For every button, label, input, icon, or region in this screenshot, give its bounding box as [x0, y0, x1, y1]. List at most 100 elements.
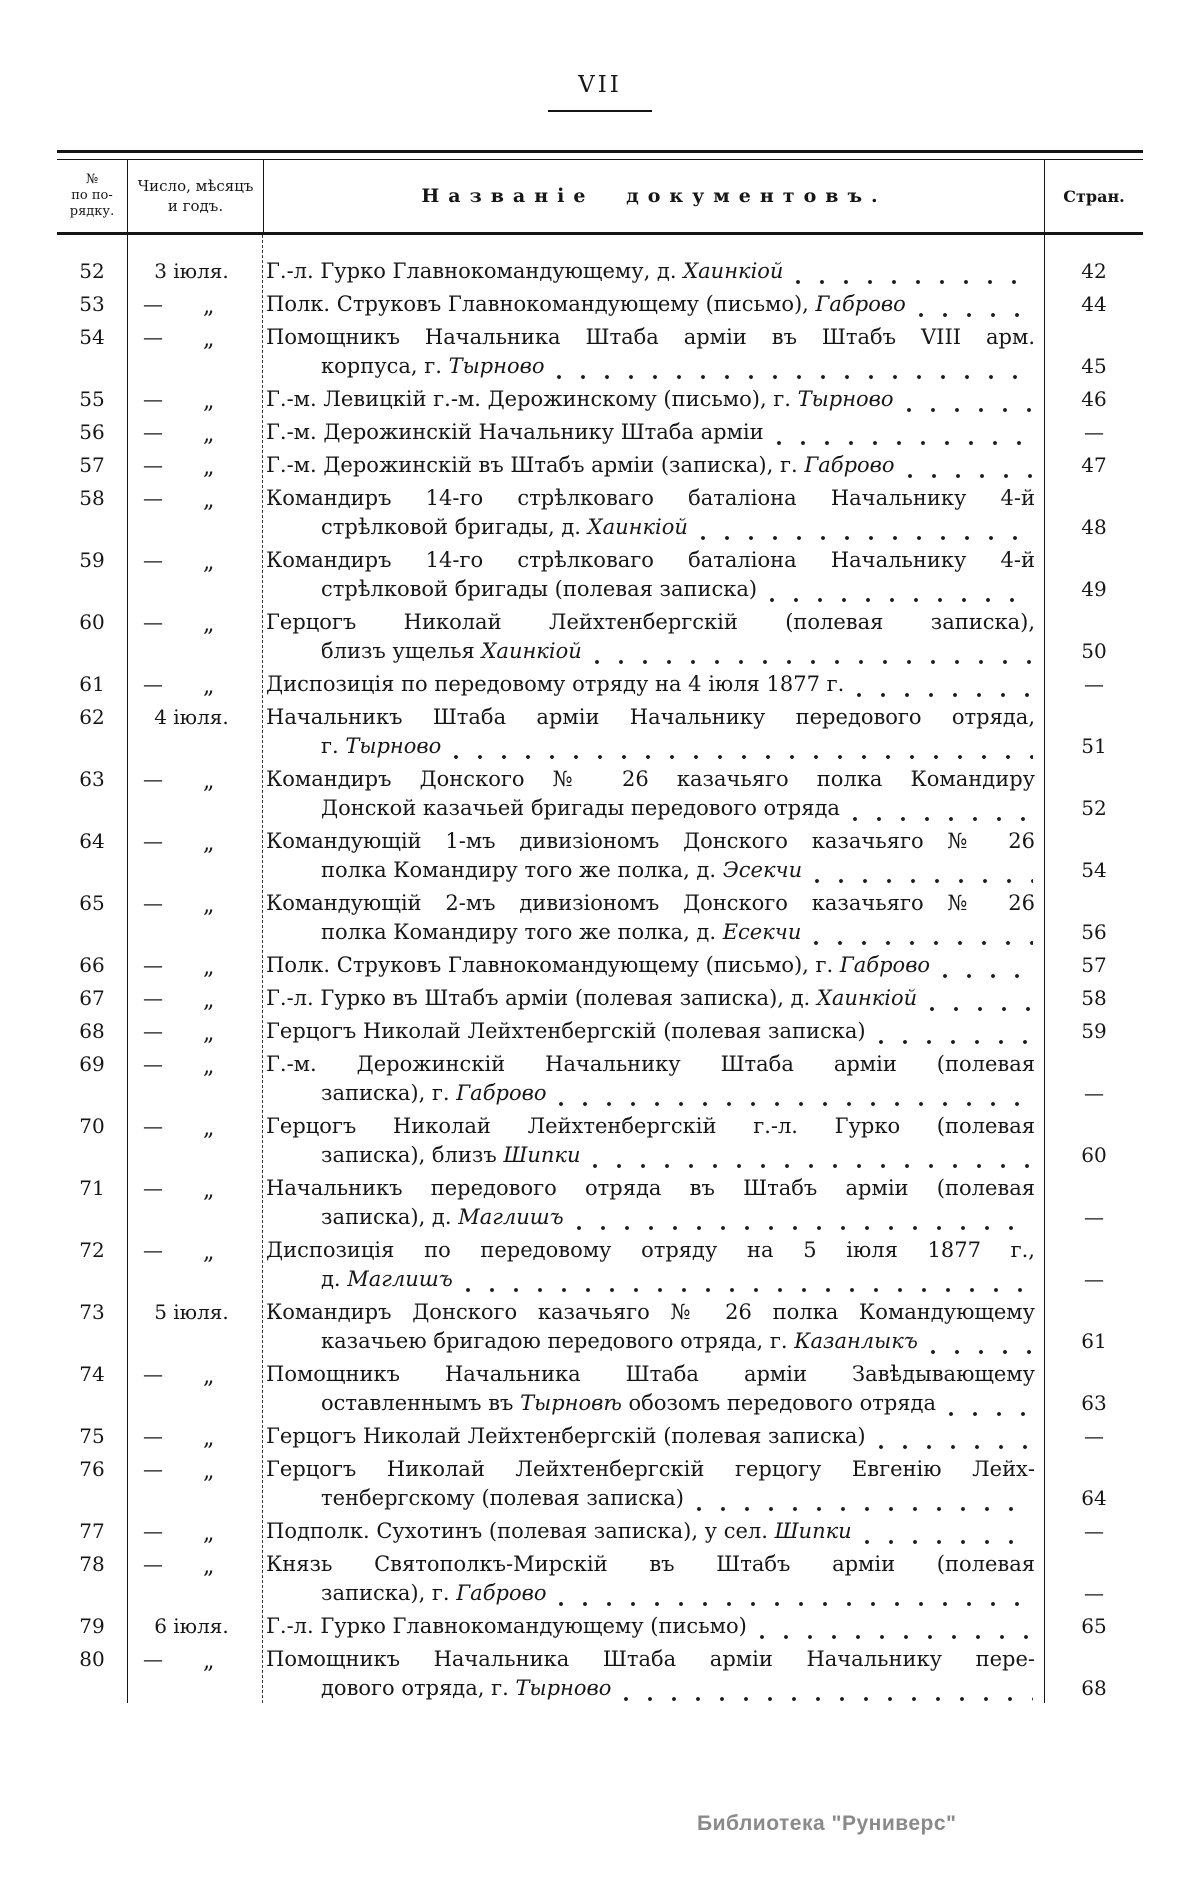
title-line: Герцогъ Николай Лейхтенбергскій (полевая…	[266, 608, 1035, 637]
table-row: 68— „ Герцогъ Николай Лейхтенбергскій (пол…	[57, 1017, 1143, 1046]
page-number-value: —	[1084, 1267, 1104, 1291]
row-date: — „	[127, 1236, 262, 1294]
page-number-value: 51	[1081, 734, 1107, 758]
title-line-text: Командиръ Донского № 26 казачьяго полка …	[266, 767, 1035, 791]
row-order-number: 64	[79, 829, 105, 853]
title-line-text: Г.-м. Дерожинскій Начальнику Штаба арміи…	[266, 1052, 1035, 1076]
row-date: — „	[127, 546, 262, 604]
title-text: Помощникъ Начальника Штаба арміи въ Штаб…	[266, 325, 1035, 349]
ditto-dash: —	[143, 1519, 163, 1543]
row-page-number: 47	[1045, 451, 1143, 480]
title-line-text: записка), г. Габрово	[321, 1579, 546, 1608]
ditto-dash: —	[143, 1019, 163, 1043]
title-text: Командиръ Донского № 26 казачьяго полка …	[266, 767, 1035, 791]
table-row: 62 4 іюля. Начальникъ Штаба арміи Начальни…	[57, 703, 1143, 761]
title-text: Начальникъ Штаба арміи Начальнику передо…	[266, 705, 1035, 729]
table-row: 59— „ Командиръ 14-го стрѣлковаго баталіон…	[57, 546, 1143, 604]
title-line-text: Командующій 2-мъ дивизіономъ Донского ка…	[266, 891, 1035, 915]
title-line: Командующій 2-мъ дивизіономъ Донского ка…	[266, 889, 1035, 918]
dot-leader	[775, 439, 1033, 447]
page-number-value: 50	[1081, 639, 1107, 663]
header-date-column: Число, мѣсяцъ и годъ.	[128, 160, 264, 232]
title-line-text: Командиръ 14-го стрѣлковаго баталіона На…	[266, 548, 1035, 572]
place-name-italic: Хаинкіой	[683, 259, 784, 283]
ditto-mark: „	[203, 488, 215, 513]
title-text: Г.-л. Гурко Главнокомандующему (письмо)	[266, 1614, 747, 1638]
place-name-italic: Маглишъ	[347, 1267, 453, 1291]
title-text: записка), д.	[321, 1205, 459, 1229]
table-row: 53— „ Полк. Струковъ Главнокомандующему (п…	[57, 290, 1143, 319]
ditto-dash: —	[143, 1552, 163, 1576]
row-order-number: 78	[79, 1552, 105, 1576]
row-order-number: 63	[79, 767, 105, 791]
row-order-number: 54	[79, 325, 105, 349]
table-row: 77— „ Подполк. Сухотинъ (полевая записка),…	[57, 1517, 1143, 1546]
header-line: по по-	[71, 188, 113, 203]
title-text: записка), г.	[321, 1081, 457, 1105]
table-row: 63— „ Командиръ Донского № 26 казачьяго по…	[57, 765, 1143, 823]
documents-table: № по по- рядку. Число, мѣсяцъ и годъ. На…	[57, 150, 1143, 1703]
page-number-value: —	[1084, 1205, 1104, 1229]
header-order-number-column: № по по- рядку.	[57, 160, 128, 232]
dot-leader	[795, 278, 1033, 286]
column-divider	[1044, 235, 1045, 1703]
ditto-mark: „	[203, 1116, 215, 1141]
title-line: Г.-м. Дерожинскій Начальнику Штаба арміи…	[266, 1050, 1035, 1079]
row-page-number: 60	[1045, 1112, 1143, 1170]
table-row: 61— „ Диспозиція по передовому отряду на 4…	[57, 670, 1143, 699]
title-line-text: полка Командиру того же полка, д. Эсекчи	[321, 856, 802, 885]
title-text: Г.-м. Левицкій г.-м. Дерожинскому (письм…	[266, 387, 798, 411]
place-name-italic: Габрово	[804, 453, 895, 477]
row-page-number: —	[1045, 1236, 1143, 1294]
page-number-value: 63	[1081, 1391, 1107, 1415]
row-page-number: 59	[1045, 1017, 1143, 1046]
title-line: оставленнымъ въ Тырновѣ обозомъ передово…	[266, 1389, 1035, 1418]
table-row: 73 5 іюля. Командиръ Донского казачьяго № …	[57, 1298, 1143, 1356]
row-order-number: 76	[79, 1457, 105, 1481]
dot-leader	[863, 1538, 1033, 1546]
table-row: 78— „ Князь Святополкъ-Мирскій въ Штабъ ар…	[57, 1550, 1143, 1608]
row-page-number: —	[1045, 418, 1143, 447]
row-document-title: Г.-л. Гурко въ Штабъ арміи (полевая запи…	[262, 984, 1045, 1013]
title-text: Помощникъ Начальника Штаба арміи Завѣдыв…	[266, 1362, 1035, 1386]
table-row: 80— „ Помощникъ Начальника Штаба арміи Нач…	[57, 1645, 1143, 1703]
title-line-text: близъ ущелья Хаинкіой	[321, 637, 582, 666]
title-line-text: Герцогъ Николай Лейхтенбергскій (полевая…	[266, 1422, 866, 1451]
page-number-value: 57	[1081, 953, 1107, 977]
title-line-text: казачьею бригадою передового отряда, г. …	[321, 1327, 918, 1356]
place-name-italic: Тырновѣ	[520, 1391, 622, 1415]
title-line-text: Помощникъ Начальника Штаба арміи Начальн…	[266, 1647, 1035, 1671]
page-number-value: 58	[1081, 986, 1107, 1010]
dot-leader	[851, 815, 1033, 823]
page-number-value: 61	[1081, 1329, 1107, 1353]
row-document-title: Начальникъ Штаба арміи Начальнику передо…	[262, 703, 1045, 761]
title-line: дового отряда, г. Тырново	[266, 1674, 1035, 1703]
ditto-dash: —	[143, 486, 163, 510]
title-line: стрѣлковой бригады, д. Хаинкіой	[266, 513, 1035, 542]
row-page-number: 54	[1045, 827, 1143, 885]
dot-leader	[856, 691, 1033, 699]
date-text: 6 іюля.	[154, 1614, 229, 1638]
table-row: 70— „ Герцогъ Николай Лейхтенбергскій г.-л…	[57, 1112, 1143, 1170]
page-number-value: 42	[1081, 259, 1107, 283]
dot-leader	[814, 877, 1033, 885]
title-line-text: Помощникъ Начальника Штаба арміи Завѣдыв…	[266, 1362, 1035, 1386]
row-date: — „	[127, 484, 262, 542]
row-document-title: Помощникъ Начальника Штаба арміи въ Штаб…	[262, 323, 1045, 381]
dot-leader	[929, 1348, 1033, 1356]
title-line: Подполк. Сухотинъ (полевая записка), у с…	[266, 1517, 1035, 1546]
row-document-title: Помощникъ Начальника Штаба арміи Завѣдыв…	[262, 1360, 1045, 1418]
title-line: г. Тырново	[266, 732, 1035, 761]
dot-leader	[558, 1600, 1033, 1608]
page-number-value: 45	[1081, 354, 1107, 378]
dot-leader	[948, 1410, 1033, 1418]
title-line: Командиръ 14-го стрѣлковаго баталіона На…	[266, 484, 1035, 513]
row-order-number: 75	[79, 1424, 105, 1448]
title-line-text: Донской казачьей бригады передового отря…	[321, 794, 840, 823]
ditto-mark: „	[203, 422, 215, 447]
page-number-value: —	[1084, 1424, 1104, 1448]
ditto-dash: —	[143, 891, 163, 915]
ditto-mark: „	[203, 612, 215, 637]
title-text: полка Командиру того же полка, д.	[321, 858, 723, 882]
table-row: 64— „ Командующій 1-мъ дивизіономъ Донског…	[57, 827, 1143, 885]
